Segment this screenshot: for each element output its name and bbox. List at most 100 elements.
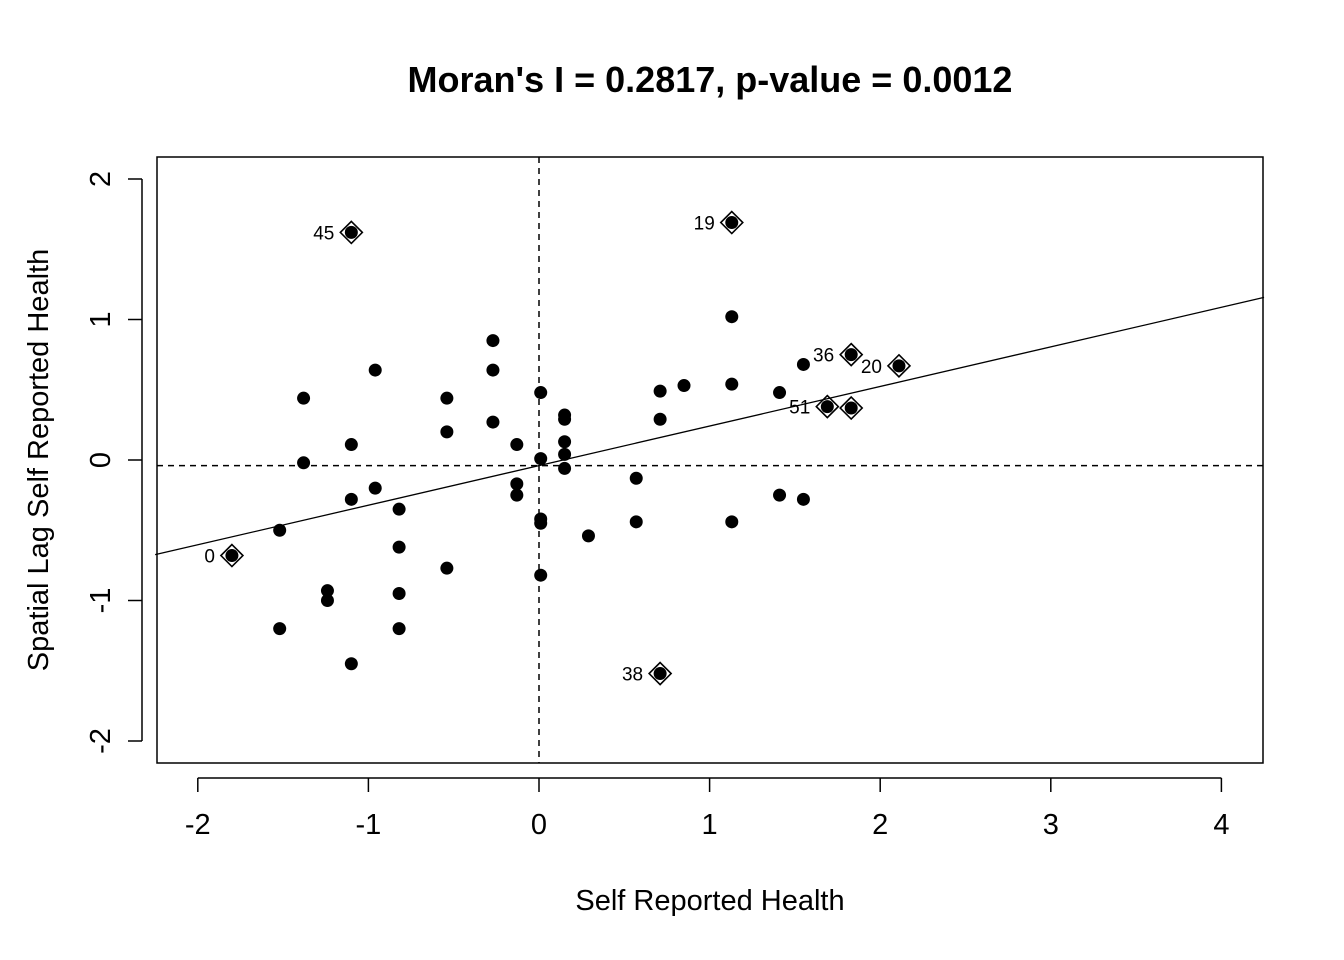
x-axis-label: Self Reported Health (575, 885, 844, 917)
data-point (773, 386, 787, 400)
data-points (273, 310, 810, 671)
point-label: 36 (813, 346, 834, 367)
data-point (677, 379, 691, 393)
x-tick-label: -1 (356, 809, 382, 841)
point-label: 45 (313, 223, 334, 244)
data-point (273, 622, 287, 636)
point-label: 38 (622, 665, 643, 686)
regression-line (155, 296, 1265, 556)
influential-point-dot (820, 400, 834, 414)
x-axis: -2 -1 0 1 2 3 4 (185, 777, 1229, 841)
data-point (534, 516, 548, 530)
influential-point: 20 (861, 353, 912, 378)
influential-point-diamond (719, 210, 744, 235)
data-point (558, 412, 572, 426)
chart-title: Moran's I = 0.2817, p-value = 0.0012 (408, 59, 1013, 100)
influential-point-diamond (219, 543, 245, 568)
data-point (344, 438, 358, 452)
data-point (368, 363, 382, 377)
data-point (534, 386, 548, 400)
regression-line-segment (155, 296, 1265, 556)
data-point (392, 622, 406, 636)
mean-reference-lines (157, 157, 1263, 763)
influential-point-diamond (815, 394, 840, 419)
point-label: 51 (789, 398, 810, 419)
influential-point: 38 (622, 661, 673, 686)
data-point (796, 357, 810, 371)
data-point (510, 477, 524, 491)
influential-point (839, 395, 864, 421)
data-point (486, 334, 500, 348)
influential-point-dot (344, 225, 358, 239)
data-point (297, 391, 311, 405)
data-point (440, 391, 454, 405)
data-point (653, 384, 667, 398)
data-point (368, 481, 382, 495)
influential-point-diamond (886, 353, 912, 378)
influential-point-diamond (839, 395, 864, 421)
data-point (581, 529, 595, 543)
influential-points: 0 45 19 36 20 51 38 (204, 210, 912, 686)
point-label: 20 (861, 357, 882, 378)
data-point (510, 488, 524, 502)
data-point (273, 523, 287, 537)
influential-point: 36 (813, 342, 864, 367)
data-point (344, 657, 358, 671)
data-point (725, 310, 739, 324)
x-tick-label: 3 (1043, 809, 1059, 841)
data-point (629, 515, 643, 529)
influential-point-diamond (647, 661, 673, 686)
y-tick-label: 0 (85, 452, 117, 468)
y-axis: -2 -1 0 1 2 (85, 171, 143, 754)
data-point (558, 435, 572, 449)
influential-point: 19 (694, 210, 744, 235)
y-axis-label: Spatial Lag Self Reported Health (23, 249, 55, 671)
point-label: 19 (694, 214, 715, 235)
influential-point-dot (844, 401, 858, 415)
data-point (320, 584, 334, 598)
influential-point-dot (653, 667, 667, 681)
influential-point-dot (725, 216, 739, 230)
data-point (558, 461, 572, 475)
y-tick-label: -2 (85, 728, 117, 754)
influential-point-diamond (339, 220, 364, 245)
y-tick-label: 1 (85, 311, 117, 327)
data-point (440, 425, 454, 439)
influential-point: 45 (313, 220, 364, 245)
data-point (558, 447, 572, 461)
data-point (392, 586, 406, 600)
data-point (725, 377, 739, 391)
influential-point-dot (225, 549, 239, 563)
x-tick-label: 0 (531, 809, 547, 841)
data-point (629, 471, 643, 485)
x-tick-label: -2 (185, 809, 211, 841)
influential-point-diamond (839, 342, 864, 367)
x-tick-label: 4 (1213, 809, 1229, 841)
y-tick-label: 2 (85, 171, 117, 187)
data-point (344, 492, 358, 506)
data-point (320, 594, 334, 607)
data-point (534, 452, 548, 466)
data-point (392, 540, 406, 554)
data-point (725, 515, 739, 529)
influential-point-dot (892, 359, 906, 373)
x-tick-label: 1 (702, 809, 718, 841)
x-tick-label: 2 (872, 809, 888, 841)
data-point (486, 415, 500, 429)
data-point (297, 456, 311, 470)
y-tick-label: -1 (85, 588, 117, 614)
data-point (653, 412, 667, 426)
data-point (486, 363, 500, 377)
influential-point: 0 (204, 543, 245, 568)
influential-point-dot (844, 348, 858, 362)
data-point (796, 492, 810, 506)
data-point (392, 502, 406, 516)
plot-area-frame (156, 156, 1264, 764)
data-point (510, 438, 524, 452)
point-label: 0 (204, 547, 215, 568)
data-point (534, 568, 548, 582)
influential-point: 51 (789, 394, 840, 419)
data-point (773, 488, 787, 502)
data-point (440, 561, 454, 575)
